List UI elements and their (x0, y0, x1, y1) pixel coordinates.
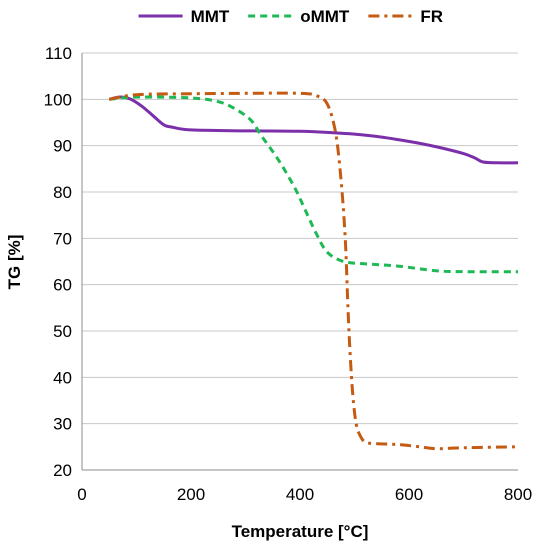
series-line-ommt (109, 95, 519, 274)
x-axis-title: Temperature [°C] (232, 522, 369, 541)
y-tick-label: 80 (53, 183, 72, 202)
x-tick-label: 800 (504, 485, 532, 504)
legend-item-fr: FR (368, 7, 443, 26)
x-tick-label: 400 (286, 485, 314, 504)
y-tick-label: 50 (53, 322, 72, 341)
legend-label: oMMT (300, 7, 350, 26)
x-tick-label: 600 (395, 485, 423, 504)
legend-label: FR (420, 7, 443, 26)
series-line-fr (108, 91, 519, 451)
legend-item-mmt: MMT (138, 7, 230, 26)
grid (82, 52, 518, 425)
y-tick-label: 60 (53, 276, 72, 295)
y-tick-label: 100 (44, 90, 72, 109)
y-tick-label: 110 (45, 44, 72, 63)
legend-label: MMT (191, 7, 230, 26)
y-tick-label: 30 (53, 415, 72, 434)
y-tick-label: 90 (53, 137, 72, 156)
x-tick-label: 200 (177, 485, 205, 504)
legend: MMT oMMT FR (138, 7, 443, 26)
legend-item-ommt: oMMT (248, 7, 350, 26)
series-lines (108, 91, 519, 451)
y-tick-label: 70 (53, 229, 72, 248)
axes (81, 53, 518, 471)
x-tick-label: 0 (77, 485, 86, 504)
tick-labels: 20 30 40 50 60 70 80 90 100 110 0 200 400 600 800 (44, 44, 533, 504)
y-axis-title: TG [%] (5, 235, 24, 290)
y-tick-label: 40 (53, 368, 72, 387)
y-tick-label: 20 (53, 461, 72, 480)
series-line-mmt (108, 95, 519, 165)
